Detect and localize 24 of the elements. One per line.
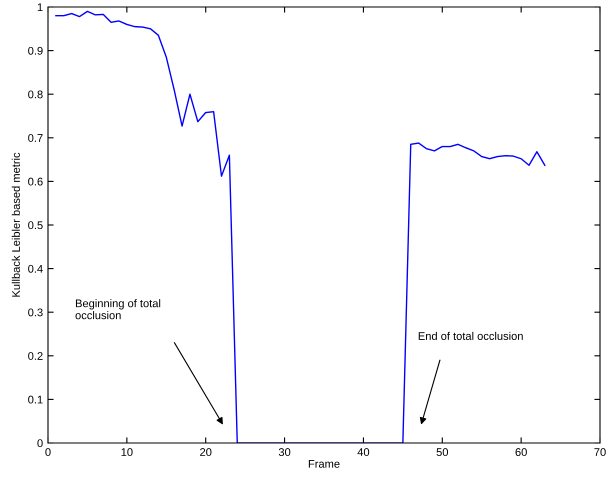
annotation: Beginning of total occlusion — [76, 299, 160, 320]
y-tick-label: 0.9 — [28, 46, 43, 55]
y-tick-label: 0.8 — [28, 90, 43, 98]
x-tick-label: 60 — [516, 448, 527, 456]
x-tick-label: 50 — [436, 448, 448, 456]
y-tick-label: 0.5 — [28, 221, 43, 230]
y-tick-label: 0.7 — [28, 134, 43, 142]
x-tick-label: 0 — [45, 448, 51, 456]
y-tick-label: 0.2 — [28, 352, 43, 360]
x-tick-label: 40 — [358, 448, 370, 456]
x-tick-label: 20 — [200, 448, 212, 456]
y-tick-label: 0.1 — [28, 396, 43, 404]
y-axis-title: Kullback Leibler based metric — [12, 152, 20, 297]
y-tick-label: 0 — [37, 439, 43, 448]
line-series — [55, 10, 546, 443]
x-tick-label: 10 — [122, 448, 133, 456]
y-tick-label: 1 — [38, 3, 43, 12]
y-tick-label: 0.3 — [28, 308, 43, 316]
annotation: End of total occlusion — [418, 332, 523, 340]
y-tick-label: 0.6 — [28, 178, 43, 186]
x-tick-label: 30 — [278, 448, 290, 456]
x-axis-title: Frame — [308, 460, 340, 468]
y-tick-label: 0.4 — [28, 264, 43, 273]
x-tick-label: 70 — [594, 448, 606, 456]
